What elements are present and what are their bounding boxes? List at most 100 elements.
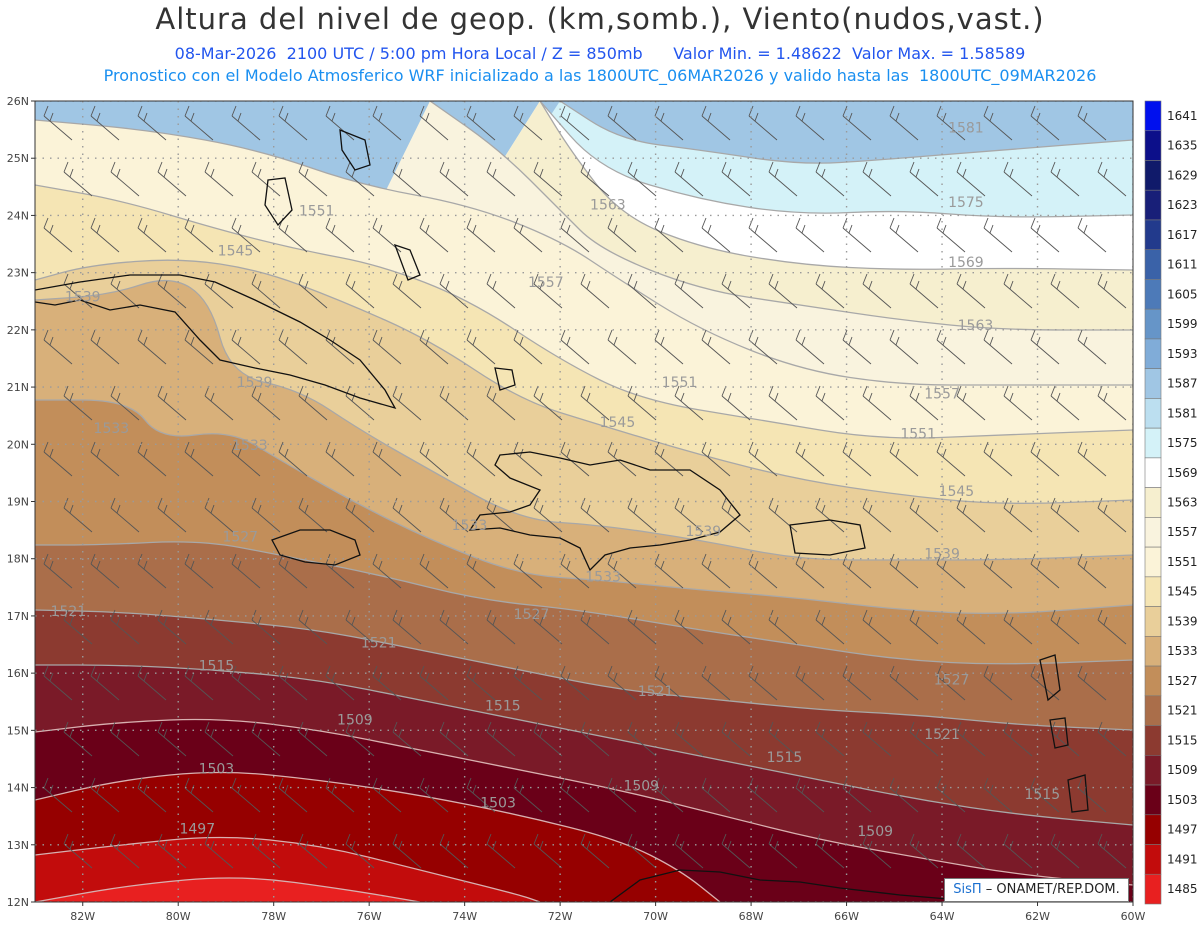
wind-barb [43,105,73,141]
wind-barb [1050,833,1080,869]
wind-barb [795,217,825,253]
wind-barb [231,217,261,253]
wind-barb [956,833,986,869]
lat-tick-label: 14N [7,782,29,795]
wind-barb [439,161,469,197]
wind-barb [560,665,590,701]
contour-label-1545: 1545 [218,243,254,259]
wind-barb [674,833,704,869]
wind-barb [466,777,496,813]
wind-barb [795,777,825,813]
credit-text: – ONAMET/REP.DOM. [981,882,1120,897]
contour-label-1521: 1521 [51,604,87,620]
wind-barb [768,385,798,421]
contour-label-1521: 1521 [638,684,674,700]
wind-barb [654,217,684,253]
wind-barb [580,609,610,645]
lat-tick-label: 16N [7,667,29,680]
wind-barb [654,665,684,701]
credit-box: SisΠ – ONAMET/REP.DOM. [944,878,1129,902]
wind-barb [560,441,590,477]
wind-barb [889,777,919,813]
wind-barb [936,441,966,477]
colorbar-label-1617: 1617 [1167,228,1198,242]
wind-barb [184,777,214,813]
wind-barb [372,329,402,365]
wind-barb [325,777,355,813]
contour-label-1545: 1545 [939,484,975,500]
wind-barb [862,385,892,421]
lat-tick-label: 18N [7,553,29,566]
wind-barb [90,665,120,701]
wind-barb [392,609,422,645]
colorbar-swatch-1611 [1144,249,1162,280]
coastline [609,869,961,902]
lat-tick-label: 13N [7,839,29,852]
wind-barb [721,273,751,309]
wind-barb [748,217,778,253]
wind-barb [63,273,93,309]
colorbar-label-1629: 1629 [1167,168,1198,182]
contour-label-1539: 1539 [924,547,960,563]
contour-label-1503: 1503 [199,761,235,777]
wind-barb [466,329,496,365]
wind-barb [43,329,73,365]
wind-barb [627,273,657,309]
wind-barb [392,497,422,533]
wind-barb [607,553,637,589]
wind-barb [1097,497,1127,533]
colorbar-swatch-1557 [1144,517,1162,548]
wind-barb [110,385,140,421]
wind-barb [842,329,872,365]
wind-barb [486,721,516,757]
lat-tick-label: 24N [7,209,29,222]
wind-barb [1077,329,1107,365]
wind-barb [862,497,892,533]
wind-barb [90,777,120,813]
wind-barbs [43,105,1127,869]
contour-label-1509: 1509 [337,713,373,729]
wind-barb [1003,385,1033,421]
wind-barb [43,665,73,701]
contour-label-1515: 1515 [1024,787,1060,803]
wind-barb [983,329,1013,365]
colorbar-label-1605: 1605 [1167,287,1198,301]
wind-barb [345,609,375,645]
wind-barb [768,161,798,197]
colorbar-label-1581: 1581 [1167,406,1198,420]
contour-label-1533: 1533 [232,438,268,454]
wind-barb [231,665,261,701]
wind-barb [909,273,939,309]
wind-barb [627,385,657,421]
wind-barb [1050,497,1080,533]
wind-barb [533,833,563,869]
coastline [271,529,361,566]
map-title: Altura del nivel de geop. (km,somb.), Vi… [155,2,1045,36]
coastline [494,367,516,391]
lon-tick-label: 60W [1121,910,1146,923]
wind-barb [157,385,187,421]
wind-barb [184,553,214,589]
wind-barb [43,553,73,589]
wind-barb [439,273,469,309]
contour-label-1539: 1539 [686,524,722,540]
wind-barb [983,441,1013,477]
wind-barb [110,273,140,309]
contour-1509 [35,718,1133,886]
wind-barb [325,217,355,253]
wind-barb [674,609,704,645]
wind-barb [1003,161,1033,197]
colorbar-label-1509: 1509 [1167,763,1198,777]
wind-barb [607,329,637,365]
coastline [468,451,741,572]
contour-label-1515: 1515 [767,750,803,766]
wind-barb [419,553,449,589]
contour-1497 [35,836,541,902]
wind-barb [1077,665,1107,701]
wind-barb [956,497,986,533]
wind-barb [419,217,449,253]
colorbar-label-1491: 1491 [1167,852,1198,866]
contour-label-1497: 1497 [179,821,215,837]
wind-barb [654,553,684,589]
coastlines [35,128,1089,902]
